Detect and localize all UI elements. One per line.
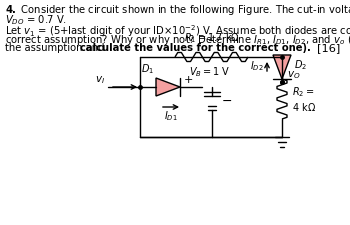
Text: $\bf{4.}$ Consider the circuit shown in the following Figure. The cut-in voltage: $\bf{4.}$ Consider the circuit shown in …: [5, 3, 350, 17]
Text: $V_B = 1\ \mathrm{V}$: $V_B = 1\ \mathrm{V}$: [189, 65, 231, 79]
Polygon shape: [156, 78, 180, 96]
Text: +: +: [184, 75, 193, 85]
Text: $V_{DO}$ = 0.7 V.: $V_{DO}$ = 0.7 V.: [5, 13, 67, 27]
Text: $D_1$: $D_1$: [141, 62, 154, 76]
Text: $R_1 = 1.7\ \mathrm{k\Omega}$: $R_1 = 1.7\ \mathrm{k\Omega}$: [183, 31, 239, 45]
Text: $I_{D2}$: $I_{D2}$: [250, 60, 264, 73]
Text: $I_{D1}$: $I_{D1}$: [164, 109, 178, 123]
Text: calculate the values for the correct one).: calculate the values for the correct one…: [80, 43, 311, 53]
Text: $D_2$: $D_2$: [294, 58, 307, 72]
Text: −: −: [222, 94, 232, 108]
Text: $R_2 =$
$4\ \mathrm{k\Omega}$: $R_2 =$ $4\ \mathrm{k\Omega}$: [292, 85, 316, 113]
Text: $v_O$: $v_O$: [287, 69, 301, 81]
Text: Let $v_1$ = (5+last digit of your ID$\times$10$^{-2}$) V. Assume both diodes are: Let $v_1$ = (5+last digit of your ID$\ti…: [5, 23, 350, 39]
Text: $v_I$: $v_I$: [95, 74, 105, 86]
Text: the assumption and: the assumption and: [5, 43, 108, 53]
Polygon shape: [273, 55, 291, 79]
Text: [16]: [16]: [317, 43, 340, 53]
Text: correct assumption? Why or why not? Determine $I_{R1}$, $I_{D1}$, $I_{D2}$, and : correct assumption? Why or why not? Dete…: [5, 33, 350, 47]
